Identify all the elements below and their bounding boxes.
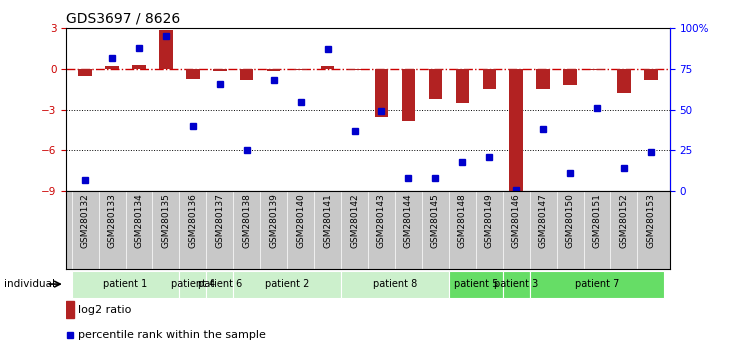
Text: GSM280150: GSM280150 [565,194,575,249]
Bar [509,69,523,191]
Bar [644,69,658,80]
Text: patient 6: patient 6 [198,279,242,289]
Text: GSM280145: GSM280145 [431,194,440,248]
Text: patient 3: patient 3 [494,279,538,289]
Bar [71,270,180,298]
Text: GSM280138: GSM280138 [242,194,251,249]
Text: patient 2: patient 2 [265,279,309,289]
Text: patient 8: patient 8 [373,279,417,289]
Text: GDS3697 / 8626: GDS3697 / 8626 [66,12,180,26]
Bar [590,69,604,70]
Text: percentile rank within the sample: percentile rank within the sample [78,330,266,339]
Bar [66,301,74,318]
Bar [483,69,496,89]
Bar [213,69,227,71]
Text: GSM280147: GSM280147 [539,194,548,248]
Text: GSM280140: GSM280140 [296,194,305,248]
Bar [530,270,665,298]
Bar [186,69,199,79]
Bar [348,69,361,70]
Bar [294,69,308,70]
Text: patient 1: patient 1 [103,279,148,289]
Bar [563,69,577,85]
Text: patient 4: patient 4 [171,279,215,289]
Bar [105,65,118,69]
Text: GSM280153: GSM280153 [646,194,655,249]
Text: GSM280139: GSM280139 [269,194,278,249]
Text: log2 ratio: log2 ratio [78,305,132,315]
Text: GSM280134: GSM280134 [135,194,144,248]
Text: GSM280133: GSM280133 [107,194,116,249]
Bar [537,69,550,89]
Bar [341,270,449,298]
Text: GSM280141: GSM280141 [323,194,332,248]
Text: GSM280135: GSM280135 [161,194,171,249]
Bar [233,270,341,298]
Bar [428,69,442,99]
Bar [159,30,173,69]
Bar [321,66,334,69]
Text: GSM280132: GSM280132 [81,194,90,248]
Text: patient 7: patient 7 [575,279,619,289]
Bar [456,69,469,103]
Text: GSM280151: GSM280151 [592,194,601,249]
Text: GSM280143: GSM280143 [377,194,386,248]
Bar [618,69,631,93]
Bar [503,270,530,298]
Text: GSM280136: GSM280136 [188,194,197,249]
Text: GSM280144: GSM280144 [404,194,413,248]
Bar [375,69,388,116]
Text: individual: individual [4,279,54,289]
Text: GSM280149: GSM280149 [485,194,494,248]
Bar [180,270,206,298]
Bar [78,69,92,76]
Text: GSM280137: GSM280137 [216,194,224,249]
Bar [402,69,415,121]
Bar [206,270,233,298]
Text: patient 5: patient 5 [453,279,498,289]
Bar [132,65,146,69]
Text: GSM280142: GSM280142 [350,194,359,248]
Bar [449,270,503,298]
Text: GSM280152: GSM280152 [620,194,629,248]
Bar [240,69,253,80]
Bar [267,69,280,71]
Text: GSM280146: GSM280146 [512,194,520,248]
Text: GSM280148: GSM280148 [458,194,467,248]
